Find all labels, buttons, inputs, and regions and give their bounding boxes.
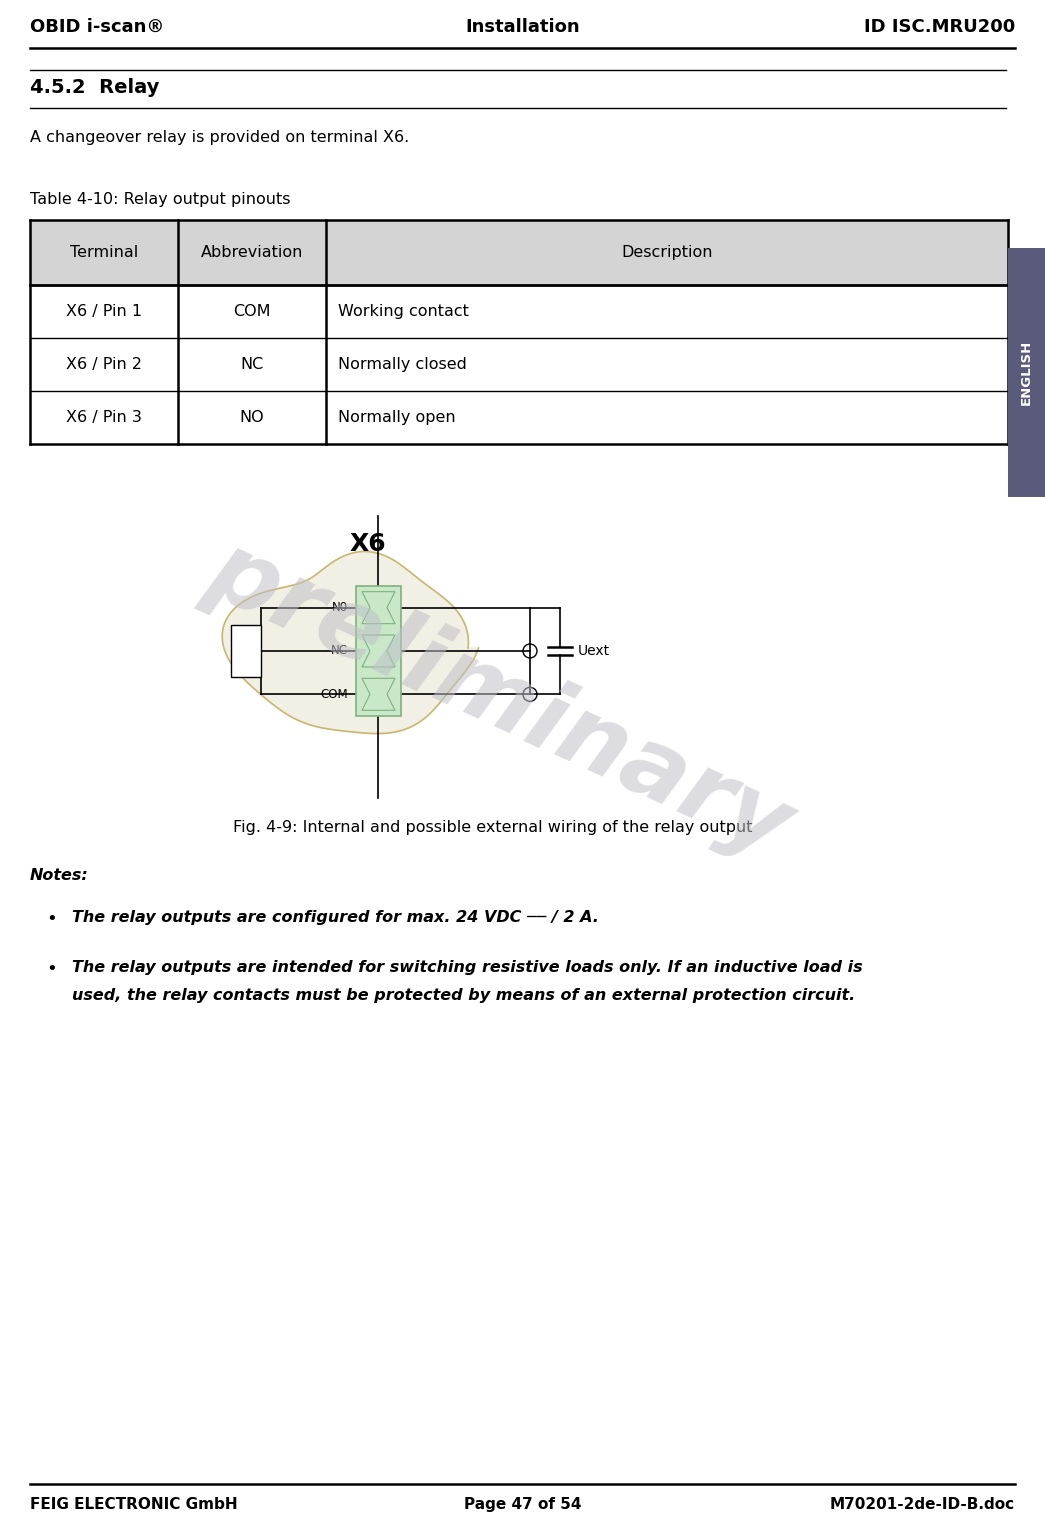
Text: Working contact: Working contact: [338, 305, 469, 318]
Text: •: •: [47, 960, 57, 978]
Text: X6: X6: [350, 532, 387, 556]
Bar: [30, 220, 1008, 285]
Bar: [30, 391, 1008, 444]
Text: Page 47 of 54: Page 47 of 54: [464, 1496, 581, 1511]
Text: NO: NO: [239, 409, 264, 424]
Text: ENGLISH: ENGLISH: [1020, 340, 1034, 405]
Text: A changeover relay is provided on terminal X6.: A changeover relay is provided on termin…: [30, 130, 410, 146]
Text: used, the relay contacts must be protected by means of an external protection ci: used, the relay contacts must be protect…: [72, 988, 855, 1004]
Text: X6 / Pin 3: X6 / Pin 3: [66, 409, 142, 424]
Text: X6 / Pin 2: X6 / Pin 2: [66, 356, 142, 371]
Text: Uext: Uext: [578, 644, 610, 658]
Text: The relay outputs are intended for switching resistive loads only. If an inducti: The relay outputs are intended for switc…: [72, 960, 862, 975]
Text: M70201-2de-ID-B.doc: M70201-2de-ID-B.doc: [830, 1496, 1015, 1511]
Text: 4.5.2  Relay: 4.5.2 Relay: [30, 77, 160, 97]
Polygon shape: [362, 635, 395, 667]
Polygon shape: [362, 591, 395, 623]
Bar: [1008, 249, 1045, 497]
Text: Normally open: Normally open: [338, 409, 456, 424]
Bar: [231, 625, 261, 678]
Text: ID ISC.MRU200: ID ISC.MRU200: [864, 18, 1015, 36]
Polygon shape: [362, 678, 395, 711]
Text: NC: NC: [331, 644, 348, 658]
Text: Installation: Installation: [465, 18, 580, 36]
Text: N0: N0: [332, 602, 348, 614]
Text: preliminary: preliminary: [194, 525, 806, 876]
Text: Fig. 4-9: Internal and possible external wiring of the relay output: Fig. 4-9: Internal and possible external…: [233, 820, 752, 835]
Text: FEIG ELECTRONIC GmbH: FEIG ELECTRONIC GmbH: [30, 1496, 237, 1511]
Text: COM: COM: [321, 688, 348, 700]
Text: The relay outputs are configured for max. 24 VDC ── / 2 A.: The relay outputs are configured for max…: [72, 910, 599, 925]
Bar: [30, 338, 1008, 391]
Text: OBID i-scan®: OBID i-scan®: [30, 18, 164, 36]
Text: •: •: [47, 910, 57, 928]
Polygon shape: [223, 552, 479, 734]
Text: Abbreviation: Abbreviation: [201, 246, 303, 261]
Text: Notes:: Notes:: [30, 869, 89, 882]
Bar: [30, 285, 1008, 338]
Text: NC: NC: [240, 356, 263, 371]
Bar: [356, 587, 401, 716]
Text: Table 4-10: Relay output pinouts: Table 4-10: Relay output pinouts: [30, 193, 291, 208]
Text: Terminal: Terminal: [70, 246, 138, 261]
Text: X6 / Pin 1: X6 / Pin 1: [66, 305, 142, 318]
Text: Normally closed: Normally closed: [338, 356, 467, 371]
Text: Description: Description: [621, 246, 713, 261]
Text: COM: COM: [233, 305, 271, 318]
